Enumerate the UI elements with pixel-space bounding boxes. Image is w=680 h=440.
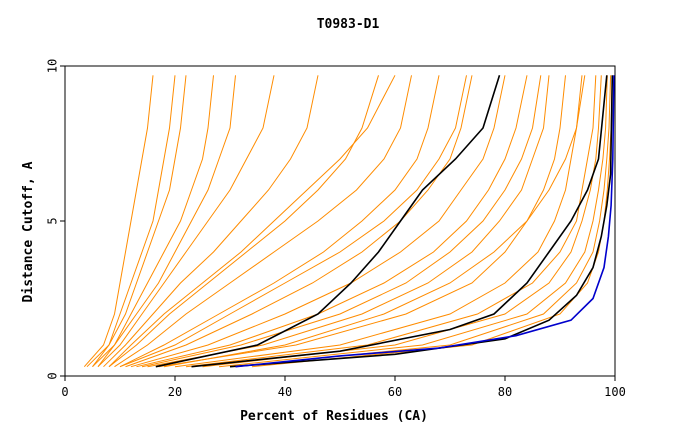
x-tick-label: 0 (61, 385, 68, 399)
x-tick-label: 100 (604, 385, 626, 399)
series-line-model-m (147, 75, 550, 368)
series-line-model-u (163, 75, 586, 368)
y-axis: 0 5 10 (46, 59, 65, 380)
series-line-model-f (103, 75, 319, 368)
series-line-model-highlight-2 (191, 75, 608, 368)
series-line-model-w (119, 75, 467, 368)
series-line-model-g (108, 75, 379, 368)
series-line-model-p (185, 75, 597, 368)
series-line-model-k (130, 75, 506, 368)
series-line-model-a (83, 75, 154, 368)
series-layer (83, 75, 615, 368)
series-line-model-s (235, 75, 612, 368)
series-line-best-model (235, 75, 615, 368)
series-line-model-r (218, 75, 608, 368)
y-tick-label: 5 (46, 217, 60, 224)
series-line-model-h (114, 75, 412, 368)
series-line-model-x (108, 75, 396, 368)
y-tick-label: 10 (46, 59, 60, 73)
series-line-model-y (92, 75, 236, 368)
series-line-model-e (97, 75, 275, 368)
x-axis: 0 20 40 60 80 100 (61, 376, 626, 399)
x-tick-label: 60 (388, 385, 402, 399)
chart-title: T0983-D1 (317, 17, 380, 32)
y-tick-label: 0 (46, 372, 60, 379)
series-line-model-c (92, 75, 187, 368)
series-line-model-b (86, 75, 176, 368)
x-tick-label: 20 (168, 385, 182, 399)
y-axis-label: Distance Cutoff, A (21, 161, 36, 302)
x-tick-label: 40 (278, 385, 292, 399)
series-line-model-j (125, 75, 473, 368)
series-line-model-v (141, 75, 542, 368)
series-line-model-d (97, 75, 214, 368)
series-line-model-l (136, 75, 528, 368)
x-tick-label: 80 (498, 385, 512, 399)
x-axis-label: Percent of Residues (CA) (240, 409, 428, 424)
series-line-model-i (119, 75, 440, 368)
series-line-model-highlight-1 (155, 75, 501, 368)
series-line-model-n (158, 75, 566, 368)
series-line-model-o (174, 75, 583, 368)
